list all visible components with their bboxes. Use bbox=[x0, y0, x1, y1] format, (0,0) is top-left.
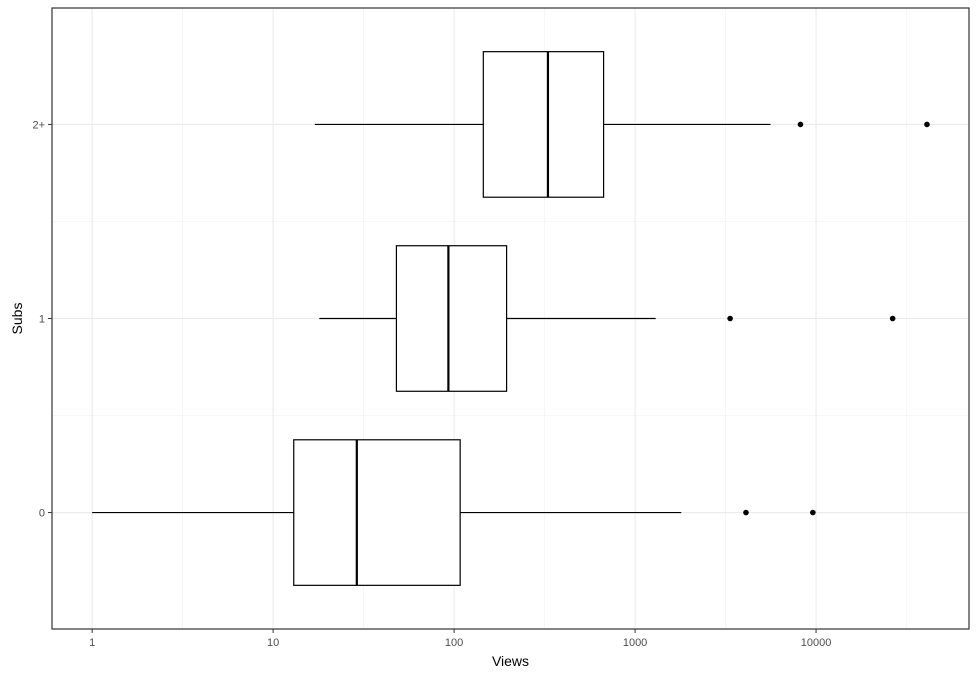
y-axis-title: Subs bbox=[9, 303, 25, 335]
x-tick-label: 1 bbox=[89, 637, 95, 649]
y-tick-label: 1 bbox=[39, 314, 45, 326]
x-tick-label: 1000 bbox=[623, 637, 647, 649]
y-tick-label: 2+ bbox=[32, 119, 45, 131]
outlier-point bbox=[743, 509, 749, 516]
box-iqr bbox=[395, 245, 508, 392]
box-group-0 bbox=[92, 439, 816, 586]
box-group-2+ bbox=[314, 51, 930, 198]
box-iqr bbox=[482, 51, 605, 198]
boxes-layer bbox=[92, 51, 930, 586]
y-tick-label: 0 bbox=[39, 508, 45, 520]
outlier-point bbox=[797, 121, 804, 128]
x-tick-label: 10000 bbox=[801, 637, 832, 649]
box-group-1 bbox=[319, 245, 896, 392]
x-tick-label: 10 bbox=[267, 637, 279, 649]
x-tick-label: 100 bbox=[445, 637, 463, 649]
outlier-point bbox=[727, 315, 733, 322]
axes-layer: 1 10 100 1000 10000 0 1 2+ bbox=[32, 119, 831, 649]
outlier-point bbox=[810, 509, 816, 516]
x-axis-title: Views bbox=[492, 653, 529, 669]
outlier-point bbox=[924, 121, 930, 128]
box-iqr bbox=[293, 439, 461, 586]
outlier-point bbox=[889, 315, 896, 322]
